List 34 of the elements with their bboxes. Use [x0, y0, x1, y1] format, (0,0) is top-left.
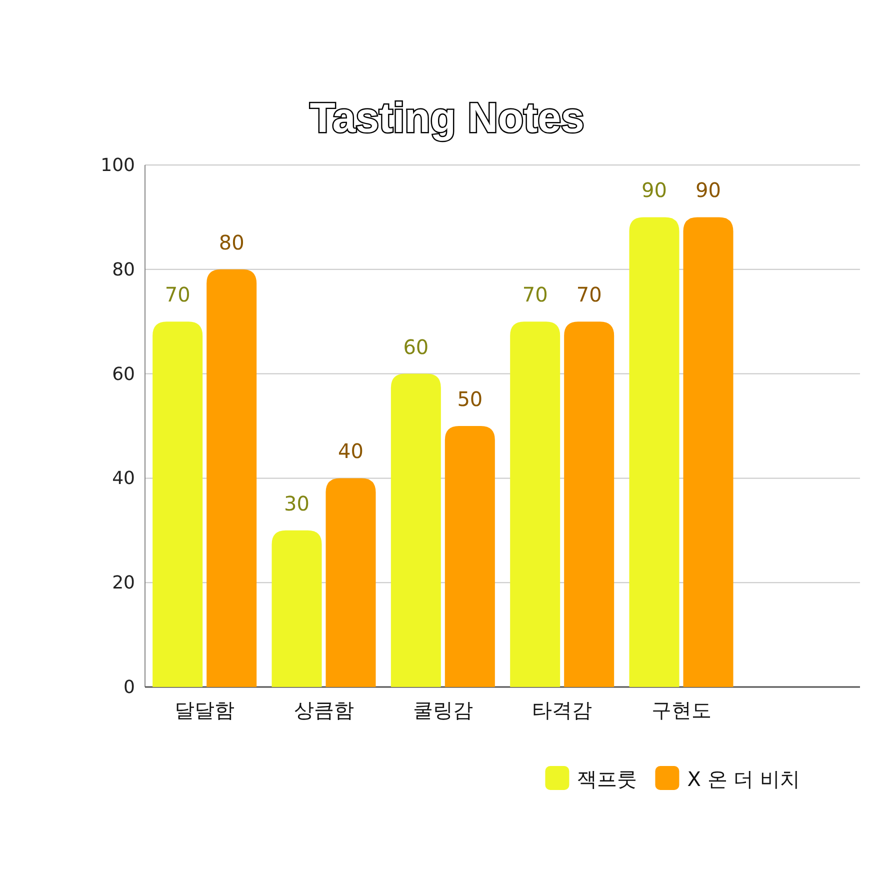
bar [390, 374, 441, 687]
bar [683, 217, 734, 687]
x-tick-label: 달달함 [174, 698, 235, 722]
bar [206, 269, 257, 687]
x-tick-label: 구현도 [651, 698, 712, 722]
bar [629, 217, 680, 687]
data-label: 40 [338, 439, 364, 464]
x-tick-label: 쿨링감 [412, 698, 473, 722]
y-tick-label: 0 [124, 677, 135, 698]
x-tick-label: 상큼함 [294, 698, 354, 722]
data-label: 30 [284, 491, 310, 516]
legend-label: 잭프룻 [577, 767, 638, 791]
data-label: 70 [576, 282, 602, 307]
data-label: 90 [696, 178, 721, 202]
y-tick-label: 60 [112, 364, 135, 385]
data-label: 70 [164, 282, 190, 307]
data-label: 80 [218, 230, 244, 254]
data-label: 60 [403, 334, 429, 359]
bar [510, 322, 560, 687]
data-label: 70 [522, 282, 548, 307]
bar [272, 530, 322, 687]
y-tick-label: 100 [100, 155, 135, 176]
y-tick-label: 40 [112, 468, 135, 490]
legend-label: X 온 더 비치 [687, 767, 800, 791]
data-label: 50 [457, 387, 483, 411]
bar [152, 322, 203, 687]
x-tick-label: 타격감 [532, 698, 592, 722]
bar [444, 426, 495, 687]
data-label: 90 [642, 178, 667, 202]
bar [326, 478, 376, 687]
bar [564, 322, 614, 687]
y-tick-label: 20 [112, 572, 135, 594]
y-tick-label: 80 [112, 259, 135, 280]
chart-title: Tasting Notes [310, 94, 584, 141]
